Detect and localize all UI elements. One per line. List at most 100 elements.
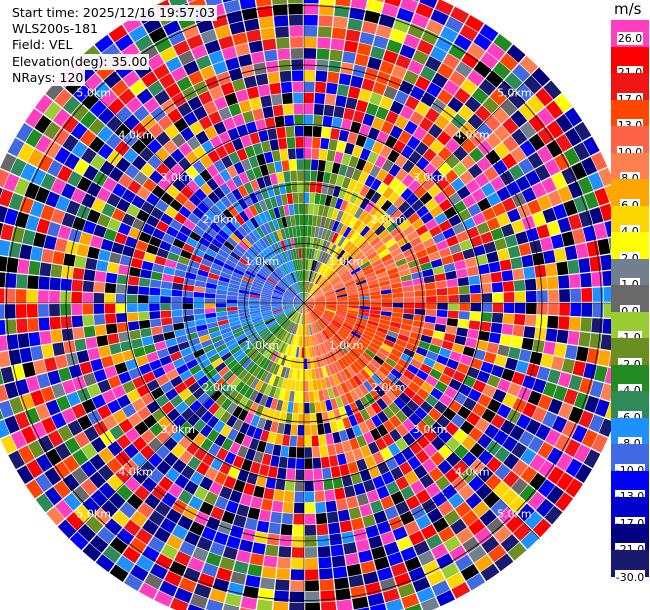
- radar-gate: [182, 303, 194, 310]
- radar-gate: [365, 418, 376, 431]
- radar-gate: [263, 419, 273, 432]
- radar-gate: [352, 448, 364, 461]
- radar-gate: [304, 491, 315, 503]
- radar-gate: [432, 361, 446, 373]
- radar-gate: [402, 247, 415, 258]
- radar-gate: [66, 391, 81, 407]
- radar-gate: [160, 288, 172, 297]
- radar-gate: [71, 467, 89, 485]
- radar-gate: [420, 597, 440, 610]
- radar-gate: [71, 303, 83, 316]
- radar-gate: [452, 130, 468, 146]
- radar-gate: [255, 73, 269, 86]
- radar-gate: [325, 308, 336, 313]
- radar-gate: [437, 162, 452, 177]
- radar-gate: [574, 392, 589, 410]
- radar-gate: [320, 400, 327, 413]
- radar-gate: [366, 275, 378, 283]
- radar-gate: [148, 437, 163, 452]
- radar-gate: [485, 473, 502, 491]
- radar-gate: [311, 311, 319, 320]
- radar-gate: [0, 239, 11, 257]
- radar-gate: [268, 522, 281, 535]
- radar-gate: [241, 320, 253, 327]
- radar-gate: [380, 199, 393, 212]
- radar-gate: [332, 318, 344, 325]
- radar-gate: [287, 249, 293, 261]
- radar-gate: [196, 536, 213, 552]
- radar-gate: [285, 412, 293, 424]
- radar-gate: [161, 317, 173, 326]
- radar-gate: [294, 125, 304, 137]
- radar-gate: [352, 374, 363, 387]
- radar-gate: [466, 266, 479, 277]
- radar-gate: [287, 273, 294, 284]
- radar-gate: [357, 285, 369, 292]
- radar-gate: [172, 414, 187, 429]
- radar-gate: [208, 111, 222, 125]
- radar-gate: [268, 386, 277, 398]
- colorbar-bin: 0.0: [611, 285, 649, 318]
- radar-gate: [28, 331, 41, 347]
- radar-gate: [455, 501, 472, 518]
- radar-gate: [399, 268, 411, 277]
- radar-gate: [277, 241, 284, 253]
- radar-gate: [174, 474, 190, 489]
- radar-gate: [325, 292, 336, 298]
- radar-gate: [299, 214, 304, 226]
- radar-gate: [285, 479, 295, 491]
- radar-gate: [299, 293, 304, 303]
- radar-gate: [350, 585, 367, 599]
- radar-gate: [170, 148, 185, 163]
- radar-gate: [209, 222, 222, 234]
- radar-gate: [304, 270, 306, 281]
- radar-gate: [54, 147, 71, 165]
- radar-gate: [139, 147, 155, 162]
- radar-gate: [116, 484, 134, 501]
- radar-gate: [380, 315, 392, 321]
- radar-gate: [340, 356, 350, 368]
- radar-gate: [359, 148, 371, 161]
- radar-gate: [367, 362, 378, 373]
- radar-gate: [574, 121, 592, 141]
- radar-gate: [249, 402, 259, 415]
- radar-gate: [415, 2, 434, 19]
- radar-gate: [286, 321, 293, 332]
- radar-gate: [57, 165, 73, 182]
- radar-gate: [51, 412, 67, 429]
- radar-gate: [194, 319, 207, 326]
- radar-gate: [356, 237, 367, 248]
- radar-gate: [378, 229, 390, 240]
- radar-gate: [343, 256, 353, 266]
- radar-gate: [305, 313, 308, 325]
- radar-gate: [260, 95, 272, 108]
- radar-gate: [183, 218, 196, 231]
- radar-gate: [365, 524, 380, 539]
- radar-gate: [569, 316, 581, 331]
- radar-gate: [468, 475, 485, 492]
- radar-gate: [358, 292, 370, 297]
- radar-gate: [163, 452, 179, 467]
- radar-gate: [241, 358, 252, 369]
- radar-gate: [209, 373, 222, 385]
- radar-gate: [490, 364, 505, 378]
- radar-gate: [169, 245, 183, 256]
- radar-gate: [468, 545, 487, 563]
- radar-gate: [402, 432, 416, 446]
- radar-gate: [35, 493, 54, 513]
- radar-gate: [400, 0, 418, 13]
- radar-gate: [146, 244, 159, 255]
- radar-gate: [389, 415, 402, 428]
- radar-gate: [97, 125, 114, 143]
- radar-gate: [331, 162, 341, 175]
- radar-gate: [166, 369, 179, 381]
- radar-gate: [528, 133, 546, 151]
- radar-gate: [339, 429, 349, 442]
- radar-gate: [425, 289, 437, 297]
- radar-gate: [600, 383, 615, 402]
- radar-gate: [343, 278, 355, 285]
- radar-gate: [52, 251, 65, 265]
- radar-gate: [25, 479, 44, 499]
- radar-gate: [516, 83, 534, 102]
- radar-gate: [312, 237, 318, 249]
